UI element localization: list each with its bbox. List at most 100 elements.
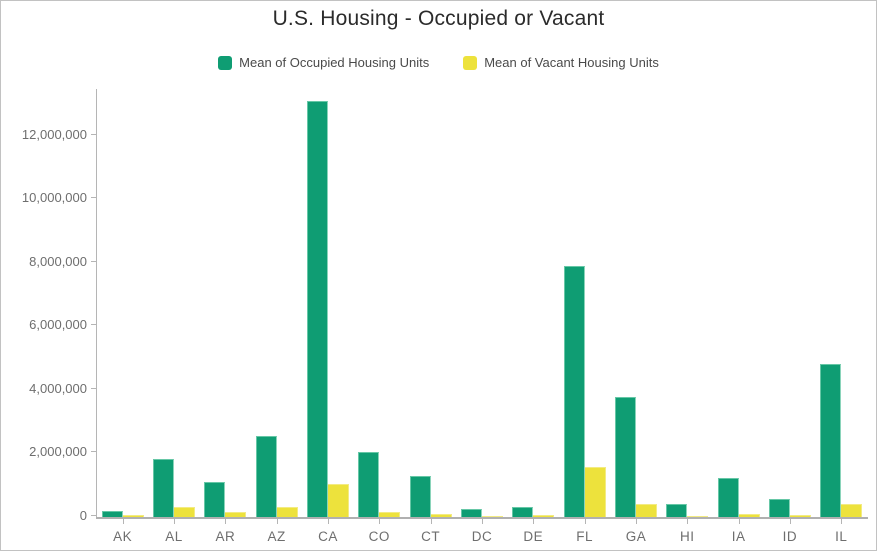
bar-group-hi: HI — [662, 89, 713, 544]
bar-group-az: AZ — [251, 89, 302, 544]
bar-occupied-ak[interactable] — [101, 511, 123, 517]
legend-item-vacant[interactable]: Mean of Vacant Housing Units — [463, 55, 659, 70]
x-tick-mark — [533, 519, 535, 524]
legend-item-occupied[interactable]: Mean of Occupied Housing Units — [218, 55, 429, 70]
bar-group-ar: AR — [200, 89, 251, 544]
bar-occupied-de[interactable] — [512, 507, 534, 517]
y-tick: 10,000,000 — [7, 190, 97, 205]
bar-occupied-ia[interactable] — [717, 478, 739, 517]
y-tick: 12,000,000 — [7, 127, 97, 142]
y-tick-label: 0 — [79, 508, 87, 523]
bar-occupied-ga[interactable] — [614, 397, 636, 517]
y-tick-label: 12,000,000 — [21, 126, 87, 142]
y-tick-label: 8,000,000 — [29, 253, 87, 269]
bar-group-al: AL — [148, 89, 199, 544]
x-axis-label-ar: AR — [215, 529, 236, 544]
bar-vacant-il[interactable] — [841, 504, 863, 517]
occupied-swatch-icon — [218, 55, 233, 70]
bar-vacant-co[interactable] — [379, 512, 401, 517]
bar-occupied-il[interactable] — [820, 364, 842, 517]
x-tick-mark — [687, 519, 689, 524]
vacant-swatch-icon — [463, 55, 478, 70]
y-tick: 4,000,000 — [7, 381, 97, 396]
x-tick-mark — [841, 519, 843, 524]
x-axis-label-id: ID — [782, 529, 798, 544]
y-tick-label: 10,000,000 — [21, 190, 87, 206]
bar-group-ct: CT — [405, 89, 456, 544]
bar-occupied-hi[interactable] — [666, 504, 688, 517]
plot-area: 0 2,000,000 4,000,000 6,000,000 8,000,000 10,… — [22, 89, 868, 544]
y-tick-mark — [91, 133, 97, 135]
x-axis-label-dc: DC — [471, 529, 493, 544]
chart-title: U.S. Housing - Occupied or Vacant — [272, 7, 605, 30]
y-tick-mark — [91, 197, 97, 199]
x-tick-mark — [738, 519, 740, 524]
y-tick-mark — [91, 324, 97, 326]
legend-label-vacant: Mean of Vacant Housing Units — [484, 55, 659, 70]
y-tick: 2,000,000 — [7, 444, 97, 459]
x-tick-mark — [276, 519, 278, 524]
legend: Mean of Occupied Housing Units Mean of V… — [1, 55, 876, 70]
y-tick-mark — [91, 451, 97, 453]
x-axis-line — [96, 517, 868, 519]
bar-occupied-az[interactable] — [255, 436, 277, 517]
bar-occupied-ct[interactable] — [409, 476, 431, 517]
y-tick: 8,000,000 — [7, 254, 97, 269]
bar-vacant-ct[interactable] — [430, 514, 452, 517]
bar-vacant-ak[interactable] — [122, 515, 144, 517]
bar-vacant-ga[interactable] — [635, 504, 657, 517]
bar-group-de: DE — [508, 89, 559, 544]
x-tick-mark — [430, 519, 432, 524]
x-tick-mark — [584, 519, 586, 524]
x-axis-label-al: AL — [165, 529, 183, 544]
x-tick-mark — [173, 519, 175, 524]
bar-group-ga: GA — [610, 89, 661, 544]
bar-group-co: CO — [354, 89, 405, 544]
bar-group-il: IL — [816, 89, 867, 544]
bar-vacant-de[interactable] — [533, 515, 555, 517]
y-tick-label: 6,000,000 — [29, 317, 87, 333]
y-tick-label: 2,000,000 — [29, 444, 87, 460]
bar-vacant-al[interactable] — [173, 507, 195, 517]
x-axis-label-de: DE — [523, 529, 544, 544]
legend-label-occupied: Mean of Occupied Housing Units — [239, 55, 430, 70]
x-axis-label-ak: AK — [113, 529, 133, 544]
y-tick: 0 — [7, 508, 97, 523]
x-axis-label-hi: HI — [680, 529, 695, 544]
bar-group-id: ID — [764, 89, 815, 544]
x-axis-label-ct: CT — [421, 529, 441, 544]
y-tick-mark — [91, 387, 97, 389]
bar-vacant-dc[interactable] — [481, 516, 503, 517]
x-axis-label-co: CO — [368, 529, 390, 544]
bar-group-ak: AK — [97, 89, 148, 544]
bar-vacant-ar[interactable] — [225, 512, 247, 517]
x-axis-label-il: IL — [835, 529, 848, 544]
x-axis-label-ia: IA — [731, 529, 746, 544]
bar-vacant-ca[interactable] — [327, 484, 349, 517]
x-tick-mark — [379, 519, 381, 524]
x-tick-mark — [327, 519, 329, 524]
bar-occupied-ca[interactable] — [306, 101, 328, 517]
y-tick: 6,000,000 — [7, 317, 97, 332]
y-tick-mark — [91, 515, 97, 516]
bar-vacant-id[interactable] — [789, 515, 811, 517]
bar-group-dc: DC — [456, 89, 507, 544]
x-tick-mark — [635, 519, 637, 524]
bar-vacant-hi[interactable] — [687, 516, 709, 517]
bar-vacant-az[interactable] — [276, 507, 298, 517]
bar-occupied-ar[interactable] — [204, 482, 226, 517]
x-axis-label-ca: CA — [318, 529, 338, 544]
bar-group-ia: IA — [713, 89, 764, 544]
bar-occupied-dc[interactable] — [460, 509, 482, 517]
x-axis-label-fl: FL — [576, 529, 593, 544]
bar-occupied-al[interactable] — [152, 459, 174, 517]
bar-occupied-co[interactable] — [358, 452, 380, 517]
bar-vacant-fl[interactable] — [584, 467, 606, 517]
bar-vacant-ia[interactable] — [738, 514, 760, 517]
bar-occupied-fl[interactable] — [563, 266, 585, 517]
x-tick-mark — [789, 519, 791, 524]
bar-occupied-id[interactable] — [768, 499, 790, 517]
bar-group-fl: FL — [559, 89, 610, 544]
bar-group-ca: CA — [302, 89, 353, 544]
